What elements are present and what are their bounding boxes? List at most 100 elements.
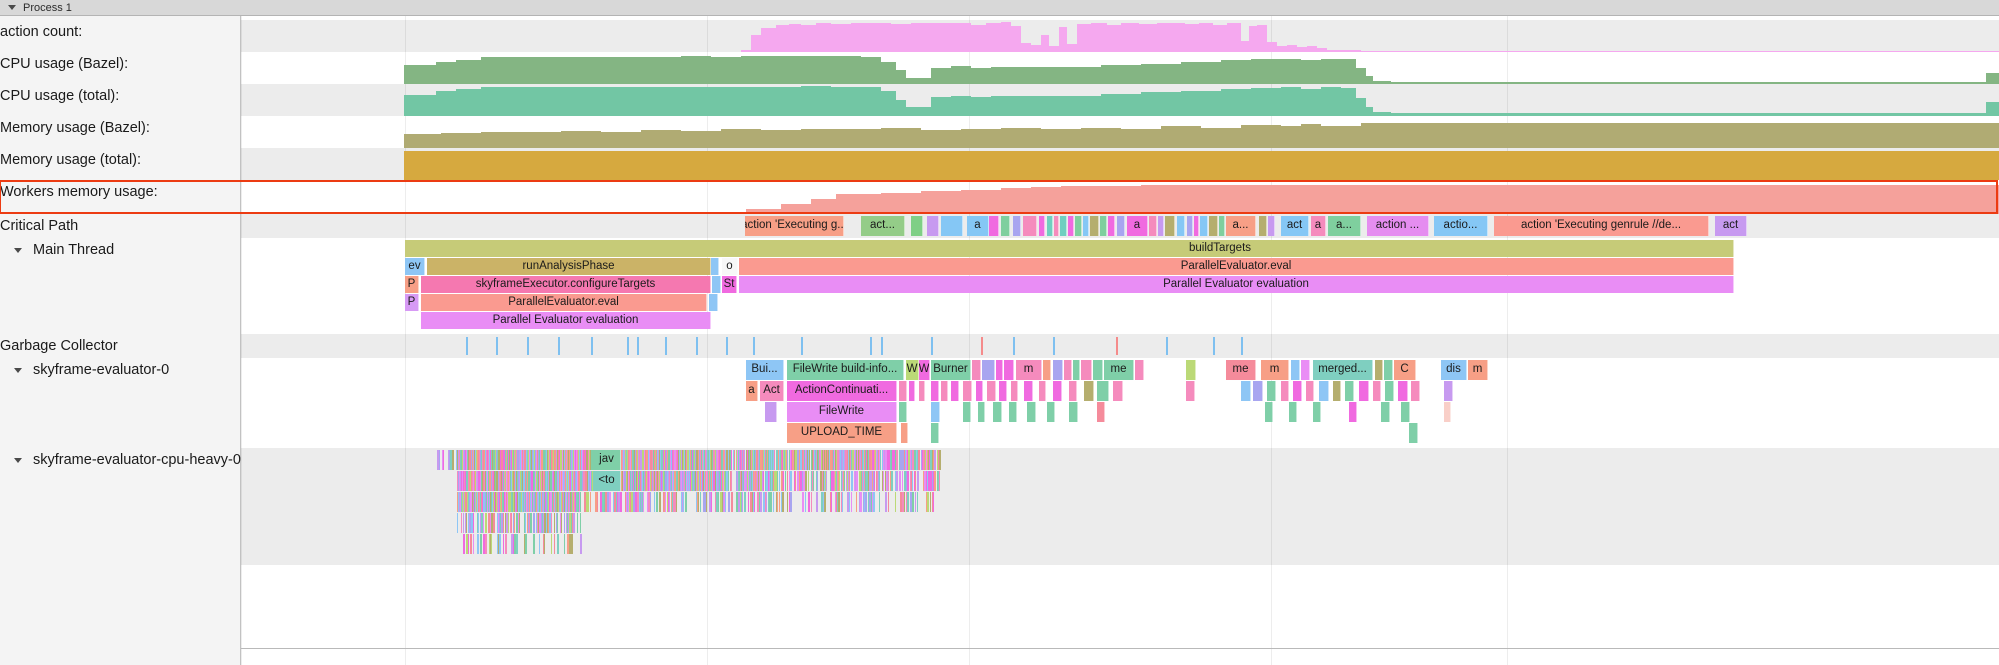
cpu-heavy-slice[interactable]: <to bbox=[593, 471, 621, 491]
gc-tick[interactable] bbox=[637, 337, 639, 355]
skyframe-evaluator-0-depth-1-slice[interactable] bbox=[919, 381, 925, 401]
critical-path-slice[interactable]: action ... bbox=[1367, 216, 1429, 236]
skyframe-evaluator-0-depth-0-slice[interactable]: merged... bbox=[1313, 360, 1373, 380]
skyframe-evaluator-0-depth-0-slice[interactable] bbox=[982, 360, 995, 380]
main-thread-depth-1-slice[interactable]: ParallelEvaluator.eval bbox=[739, 258, 1734, 275]
critical-path-slice[interactable] bbox=[1083, 216, 1089, 236]
skyframe-evaluator-0-depth-2-slice[interactable] bbox=[1444, 402, 1451, 422]
critical-path-slice[interactable]: a bbox=[1127, 216, 1148, 236]
skyframe-evaluator-0-depth-2-slice[interactable] bbox=[1047, 402, 1055, 422]
critical-path-slice[interactable] bbox=[1023, 216, 1037, 236]
skyframe-evaluator-0-depth-0-slice[interactable]: m bbox=[1468, 360, 1488, 380]
skyframe-evaluator-0-depth-1-slice[interactable] bbox=[1444, 381, 1453, 401]
skyframe-evaluator-0-depth-0-slice[interactable]: Burner bbox=[931, 360, 971, 380]
skyframe-evaluator-0-depth-0-slice[interactable]: C bbox=[1394, 360, 1416, 380]
gc-tick[interactable] bbox=[981, 337, 983, 355]
skyframe-evaluator-0-depth-3-slice[interactable]: UPLOAD_TIME bbox=[787, 423, 897, 443]
skyframe-evaluator-0-depth-0-slice[interactable]: FileWrite build-info... bbox=[787, 360, 904, 380]
skyframe-evaluator-0-depth-1-slice[interactable] bbox=[1359, 381, 1369, 401]
skyframe-evaluator-0-depth-1-slice[interactable] bbox=[1281, 381, 1289, 401]
skyframe-evaluator-0-depth-0-slice[interactable] bbox=[1186, 360, 1196, 380]
skyframe-evaluator-0-depth-2-slice[interactable] bbox=[1381, 402, 1390, 422]
critical-path-slice[interactable] bbox=[1194, 216, 1199, 236]
skyframe-evaluator-0-depth-1-slice[interactable] bbox=[1069, 381, 1077, 401]
critical-path-slice[interactable] bbox=[1158, 216, 1164, 236]
skyframe-evaluator-0-depth-1-slice[interactable] bbox=[941, 381, 948, 401]
skyframe-evaluator-0-depth-2-slice[interactable] bbox=[1349, 402, 1357, 422]
skyframe-evaluator-0-depth-1-slice[interactable] bbox=[909, 381, 915, 401]
gc-tick[interactable] bbox=[627, 337, 629, 355]
critical-path-slice[interactable] bbox=[1259, 216, 1267, 236]
gc-tick[interactable] bbox=[1053, 337, 1055, 355]
skyframe-evaluator-0-depth-0-slice[interactable] bbox=[1291, 360, 1300, 380]
critical-path-slice[interactable] bbox=[1039, 216, 1045, 236]
critical-path-slice[interactable] bbox=[1219, 216, 1225, 236]
skyframe-evaluator-0-depth-0-slice[interactable]: me bbox=[1104, 360, 1134, 380]
skyframe-evaluator-0-depth-2-slice[interactable] bbox=[765, 402, 777, 422]
skyframe-evaluator-0-depth-2-slice[interactable] bbox=[963, 402, 971, 422]
skyframe-evaluator-0-depth-0-slice[interactable]: W bbox=[919, 360, 930, 380]
gc-tick[interactable] bbox=[496, 337, 498, 355]
gc-tick[interactable] bbox=[558, 337, 560, 355]
skyframe-evaluator-0-depth-0-slice[interactable] bbox=[1384, 360, 1393, 380]
critical-path-slice[interactable] bbox=[1200, 216, 1208, 236]
skyframe-evaluator-0-depth-2-slice[interactable]: FileWrite bbox=[787, 402, 897, 422]
cpu-heavy-slice[interactable]: jav bbox=[593, 450, 621, 470]
critical-path-slice[interactable] bbox=[1001, 216, 1010, 236]
skyframe-evaluator-0-depth-2-slice[interactable] bbox=[931, 402, 940, 422]
skyframe-evaluator-0-depth-0-slice[interactable] bbox=[1135, 360, 1144, 380]
gc-tick[interactable] bbox=[726, 337, 728, 355]
gc-tick[interactable] bbox=[801, 337, 803, 355]
skyframe-evaluator-0-depth-1-slice[interactable] bbox=[1024, 381, 1033, 401]
skyframe-evaluator-0-depth-1-slice[interactable] bbox=[1039, 381, 1046, 401]
process-header[interactable]: Process 1 bbox=[0, 0, 1999, 16]
main-thread-depth-2-slice[interactable]: skyframeExecutor.configureTargets bbox=[421, 276, 711, 293]
critical-path-slice[interactable] bbox=[1054, 216, 1059, 236]
critical-path-slice[interactable] bbox=[1090, 216, 1099, 236]
skyframe-evaluator-0-depth-1-slice[interactable] bbox=[1373, 381, 1381, 401]
skyframe-evaluator-0-depth-0-slice[interactable]: m bbox=[1261, 360, 1289, 380]
gc-tick[interactable] bbox=[665, 337, 667, 355]
skyframe-evaluator-0-depth-0-slice[interactable] bbox=[1081, 360, 1092, 380]
skyframe-evaluator-0-depth-0-slice[interactable] bbox=[1301, 360, 1310, 380]
critical-path-slice[interactable] bbox=[1108, 216, 1115, 236]
main-thread-depth-3-slice[interactable] bbox=[709, 294, 718, 311]
critical-path-slice[interactable] bbox=[1177, 216, 1185, 236]
critical-path-slice[interactable] bbox=[1060, 216, 1067, 236]
critical-path-slice[interactable] bbox=[1187, 216, 1193, 236]
skyframe-evaluator-0-depth-1-slice[interactable] bbox=[1011, 381, 1018, 401]
critical-path-slice[interactable] bbox=[1165, 216, 1175, 236]
skyframe-evaluator-0-depth-3-slice[interactable] bbox=[931, 423, 939, 443]
gc-tick[interactable] bbox=[753, 337, 755, 355]
critical-path-slice[interactable] bbox=[1268, 216, 1275, 236]
skyframe-evaluator-0-depth-0-slice[interactable] bbox=[1004, 360, 1014, 380]
skyframe-evaluator-0-depth-1-slice[interactable] bbox=[1319, 381, 1329, 401]
gc-tick[interactable] bbox=[696, 337, 698, 355]
critical-path-slice[interactable]: actio... bbox=[1434, 216, 1488, 236]
skyframe-evaluator-0-depth-1-slice[interactable] bbox=[999, 381, 1007, 401]
main-thread-depth-2-slice[interactable]: Parallel Evaluator evaluation bbox=[739, 276, 1734, 293]
chevron-down-icon[interactable] bbox=[14, 248, 22, 253]
gc-tick[interactable] bbox=[931, 337, 933, 355]
skyframe-evaluator-0-depth-0-slice[interactable] bbox=[1093, 360, 1103, 380]
track-label-skyframe-evaluator-0[interactable]: skyframe-evaluator-0 bbox=[0, 362, 241, 382]
skyframe-evaluator-0-depth-1-slice[interactable]: ActionContinuati... bbox=[787, 381, 897, 401]
critical-path-slice[interactable] bbox=[1075, 216, 1082, 236]
chevron-down-icon[interactable] bbox=[14, 368, 22, 373]
skyframe-evaluator-0-depth-0-slice[interactable]: m bbox=[1016, 360, 1042, 380]
skyframe-evaluator-0-depth-2-slice[interactable] bbox=[899, 402, 907, 422]
track-label-memory-usage-total[interactable]: Memory usage (total): bbox=[0, 152, 241, 172]
skyframe-evaluator-0-depth-0-slice[interactable] bbox=[1064, 360, 1072, 380]
skyframe-evaluator-0-depth-0-slice[interactable]: dis bbox=[1441, 360, 1467, 380]
skyframe-evaluator-0-depth-0-slice[interactable]: W bbox=[906, 360, 919, 380]
skyframe-evaluator-0-depth-1-slice[interactable] bbox=[1097, 381, 1109, 401]
skyframe-evaluator-0-depth-1-slice[interactable] bbox=[1293, 381, 1302, 401]
track-label-main-thread[interactable]: Main Thread bbox=[0, 242, 241, 262]
skyframe-evaluator-0-depth-1-slice[interactable] bbox=[1398, 381, 1408, 401]
critical-path-slice[interactable]: act bbox=[1281, 216, 1309, 236]
skyframe-evaluator-0-depth-2-slice[interactable] bbox=[993, 402, 1002, 422]
main-thread-depth-3-slice[interactable]: P bbox=[405, 294, 419, 311]
track-label-memory-usage-bazel[interactable]: Memory usage (Bazel): bbox=[0, 120, 241, 140]
skyframe-evaluator-0-depth-1-slice[interactable] bbox=[963, 381, 972, 401]
counter-track-memory-usage-bazel[interactable] bbox=[241, 116, 1999, 148]
